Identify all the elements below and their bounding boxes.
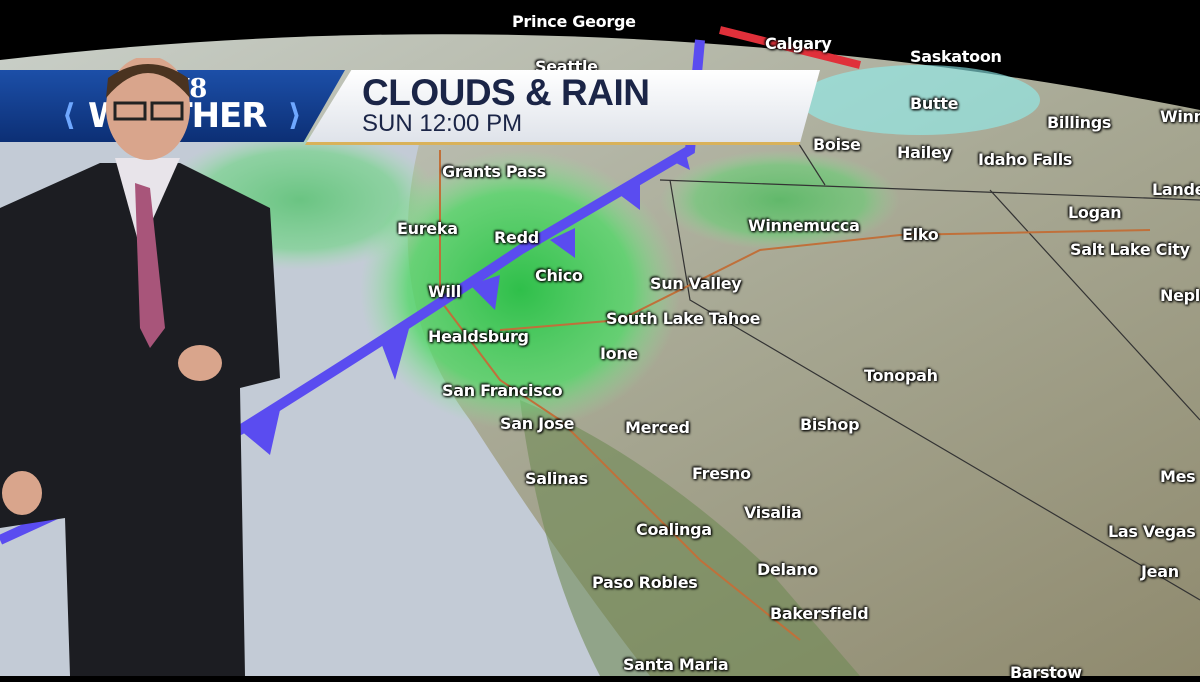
city-label: Billings: [1047, 113, 1112, 132]
city-label: South Lake Tahoe: [606, 309, 761, 328]
city-label: Visalia: [744, 503, 802, 522]
city-label: Ione: [600, 344, 638, 363]
state-border: [989, 189, 1200, 421]
city-label: Paso Robles: [592, 573, 698, 592]
city-label: Grants Pass: [442, 162, 546, 181]
presenter: [0, 58, 280, 676]
city-label: Redd: [494, 228, 539, 247]
city-label: Delano: [757, 560, 818, 579]
city-label: Eureka: [397, 219, 458, 238]
city-label: Salinas: [525, 469, 588, 488]
city-label: Idaho Falls: [978, 150, 1073, 169]
city-label: Will: [428, 282, 461, 301]
forecast-title: CLOUDS & RAIN: [362, 72, 650, 113]
city-label: Healdsburg: [428, 327, 529, 346]
cold-front: [0, 39, 705, 545]
city-label: Salt Lake City: [1070, 240, 1190, 259]
city-label: Calgary: [765, 34, 832, 53]
city-label: Barstow: [1010, 663, 1082, 682]
title-panel: [305, 70, 820, 145]
city-label: Boise: [813, 135, 861, 154]
forecast-time: SUN 12:00 PM: [362, 110, 523, 137]
city-label: Logan: [1068, 203, 1122, 222]
snow-area: [800, 65, 1040, 135]
city-label: Winnemucca: [748, 216, 860, 235]
city-label: Winn: [1160, 107, 1200, 126]
highway: [499, 229, 1151, 331]
city-label: Jean: [1141, 562, 1179, 581]
rain-area: [660, 150, 900, 250]
highway: [439, 150, 801, 641]
city-label: Elko: [902, 225, 939, 244]
city-label: Coalinga: [636, 520, 712, 539]
chevron-left-icon: ⟨: [62, 98, 76, 133]
city-label: Lande: [1152, 180, 1200, 199]
city-label: Mes: [1160, 467, 1196, 486]
city-label: Bakersfield: [770, 604, 869, 623]
city-label: Nepl: [1160, 286, 1200, 305]
city-label: Santa Maria: [623, 655, 729, 674]
chevron-right-icon: ⟩: [288, 98, 302, 133]
city-label: Saskatoon: [910, 47, 1002, 66]
state-border: [659, 179, 1200, 201]
city-label: Hailey: [897, 143, 952, 162]
city-label: Bishop: [800, 415, 860, 434]
city-label: Fresno: [692, 464, 751, 483]
city-label: San Jose: [500, 414, 575, 433]
city-label: Chico: [535, 266, 583, 285]
city-label: San Francisco: [442, 381, 563, 400]
city-label: Butte: [910, 94, 959, 113]
central-valley: [520, 400, 860, 676]
city-label: Prince George: [512, 12, 636, 31]
city-label: Tonopah: [864, 366, 938, 385]
city-label: Merced: [625, 418, 690, 437]
state-border: [669, 179, 1200, 601]
warm-front: [719, 26, 861, 69]
city-label: Sun Valley: [650, 274, 742, 293]
city-label: Las Vegas: [1108, 522, 1196, 541]
